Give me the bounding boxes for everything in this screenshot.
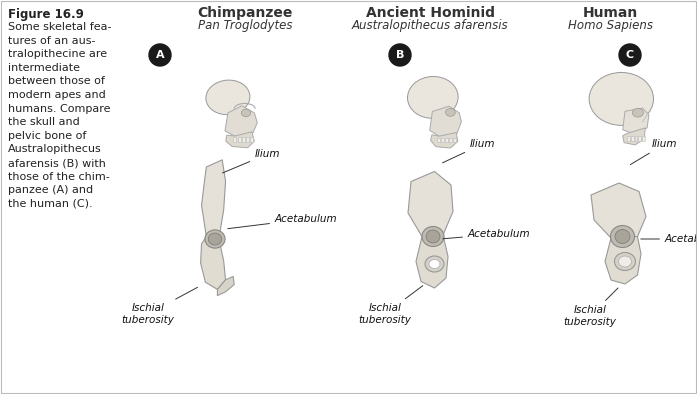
Ellipse shape [632,108,643,117]
Ellipse shape [422,227,444,247]
Text: Ischial
tuberosity: Ischial tuberosity [121,287,197,325]
Ellipse shape [426,230,440,243]
Text: Figure 16.9: Figure 16.9 [8,8,84,21]
Bar [627,136,630,141]
Polygon shape [430,106,461,137]
Ellipse shape [445,108,455,116]
Polygon shape [416,235,448,288]
Polygon shape [201,237,226,290]
Ellipse shape [208,233,222,245]
Circle shape [619,44,641,66]
Polygon shape [225,106,257,137]
Text: Ilium: Ilium [222,149,280,173]
Polygon shape [201,160,226,239]
Circle shape [149,44,171,66]
Bar [453,138,456,142]
Ellipse shape [615,229,630,243]
Bar [631,136,634,141]
Text: Chimpanzee: Chimpanzee [197,6,293,20]
Polygon shape [226,132,254,148]
Ellipse shape [205,230,225,248]
Bar [437,138,440,142]
Polygon shape [591,183,646,238]
Bar [638,136,641,141]
Text: Acetabulum: Acetabulum [443,229,530,239]
Bar [635,136,637,141]
Text: Homo Sapiens: Homo Sapiens [567,19,652,32]
Text: Some skeletal fea-
tures of an aus-
tralopithecine are
intermediate
between thos: Some skeletal fea- tures of an aus- tral… [8,22,112,209]
Ellipse shape [611,225,634,247]
Text: Ilium: Ilium [630,139,677,165]
Text: B: B [396,50,404,60]
Bar [441,138,444,142]
Polygon shape [431,133,458,148]
Ellipse shape [425,256,444,272]
Ellipse shape [618,256,631,267]
Bar [242,137,245,142]
Text: C: C [626,50,634,60]
Bar [233,137,236,142]
Ellipse shape [429,260,440,268]
Ellipse shape [241,109,251,117]
Text: Acetabulum: Acetabulum [641,234,697,244]
Ellipse shape [615,253,636,271]
Text: Ancient Hominid: Ancient Hominid [365,6,494,20]
Text: Human: Human [583,6,638,20]
Text: A: A [155,50,164,60]
Text: Ischial
tuberosity: Ischial tuberosity [358,286,423,325]
Ellipse shape [408,76,458,118]
Text: Ilium: Ilium [443,139,496,163]
Polygon shape [622,108,649,134]
Ellipse shape [206,80,250,115]
Bar [250,137,253,142]
Text: Acetabulum: Acetabulum [228,214,337,229]
Bar [246,137,249,142]
Text: Australopithecus afarensis: Australopithecus afarensis [352,19,508,32]
Bar [238,137,240,142]
Bar [449,138,452,142]
Bar [642,136,645,141]
Ellipse shape [589,72,654,125]
Text: Pan Troglodytes: Pan Troglodytes [198,19,292,32]
Polygon shape [217,277,234,296]
Circle shape [389,44,411,66]
Polygon shape [605,236,641,284]
Text: Ischial
tuberosity: Ischial tuberosity [564,288,618,327]
Bar [445,138,447,142]
Polygon shape [408,171,453,236]
Polygon shape [622,128,645,145]
